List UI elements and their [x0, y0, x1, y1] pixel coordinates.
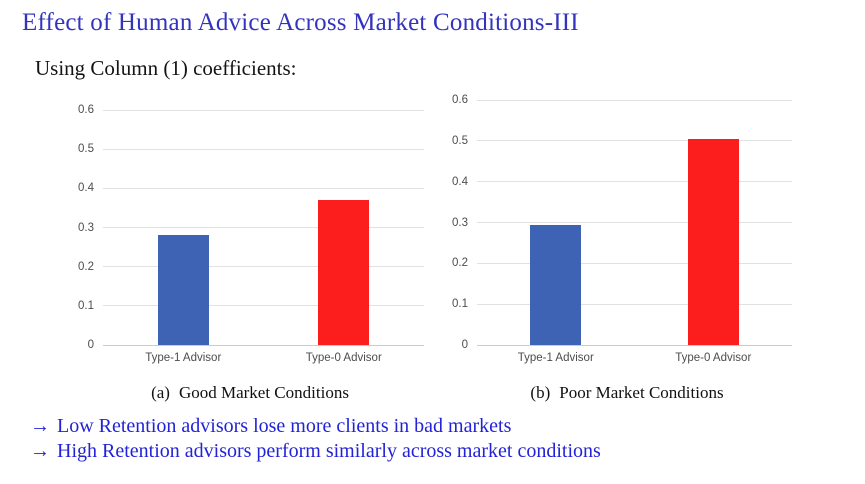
gridline: [477, 222, 792, 223]
y-tick-label: 0.6: [78, 104, 94, 116]
bar-chart-good-market: 0 0.1 0.2 0.3 0.4 0.5 0.6 Type-1 Advisor Type-0 …: [60, 95, 440, 380]
y-tick-label: 0.3: [452, 216, 468, 229]
gridline: [477, 262, 792, 264]
y-tick-label: 0.3: [78, 221, 94, 234]
y-tick-label: 0.1: [452, 298, 468, 311]
y-tick-label: 0.6: [452, 94, 468, 106]
gridline: [477, 344, 792, 346]
gridline: [103, 266, 424, 268]
x-category-label: Type-1 Advisor: [517, 352, 594, 364]
bar-type-1-advisor: [530, 224, 582, 345]
gridline: [477, 99, 792, 101]
arrow-icon: →: [30, 415, 50, 437]
plot-area-good-market: 0 0.1 0.2 0.3 0.4 0.5 0.6 Type-1 Advisor Type-0 …: [78, 104, 424, 364]
x-category-label: Type-0 Advisor: [675, 352, 752, 364]
y-tick-label: 0.4: [452, 175, 468, 188]
caption-good-market: (a) Good Market Conditions: [60, 383, 440, 403]
caption-poor-market: (b) Poor Market Conditions: [437, 383, 817, 403]
gridline: [477, 181, 792, 183]
bar-type-0-advisor: [687, 138, 739, 345]
y-tick-label: 0.4: [78, 182, 94, 195]
y-tick-label: 0.5: [452, 134, 468, 147]
plot-area-poor-market: 0 0.1 0.2 0.3 0.4 0.5 0.6 Type-1 Advisor Type-0 …: [452, 94, 792, 364]
note-line: → Low Retention advisors lose more client…: [30, 414, 601, 439]
bar-type-0-advisor: [318, 200, 370, 345]
y-tick-label: 0: [87, 339, 94, 351]
y-tick-label: 0.1: [78, 299, 94, 312]
bar-chart-poor-market: 0 0.1 0.2 0.3 0.4 0.5 0.6 Type-1 Advisor Type-0 …: [434, 85, 814, 380]
gridline: [103, 227, 424, 228]
caption-text: Good Market Conditions: [178, 383, 349, 402]
subtitle: Using Column (1) coefficients:: [35, 56, 297, 80]
y-tick-label: 0.5: [78, 143, 94, 156]
y-tick-label: 0: [461, 339, 468, 351]
caption-text: Poor Market Conditions: [559, 383, 724, 402]
gridline: [477, 303, 792, 305]
bar-type-1-advisor: [157, 234, 209, 345]
note-text: Low Retention advisors lose more clients…: [57, 415, 512, 437]
y-tick-label: 0.2: [452, 257, 468, 270]
gridline: [103, 187, 424, 189]
x-category-label: Type-0 Advisor: [305, 352, 382, 364]
arrow-icon: →: [30, 440, 50, 462]
page-title: Effect of Human Advice Across Market Con…: [22, 9, 579, 36]
x-category-label: Type-1 Advisor: [145, 352, 222, 364]
caption-label: (b): [530, 383, 551, 402]
notes: → Low Retention advisors lose more client…: [30, 414, 601, 464]
note-text: High Retention advisors perform similarl…: [57, 440, 601, 462]
caption-label: (a): [151, 383, 170, 402]
gridline: [477, 140, 792, 142]
gridline: [103, 109, 424, 111]
note-line: → High Retention advisors perform similar…: [30, 439, 601, 464]
y-tick-label: 0.2: [78, 260, 94, 273]
gridline: [103, 305, 424, 307]
gridline: [103, 344, 424, 346]
gridline: [103, 148, 424, 150]
